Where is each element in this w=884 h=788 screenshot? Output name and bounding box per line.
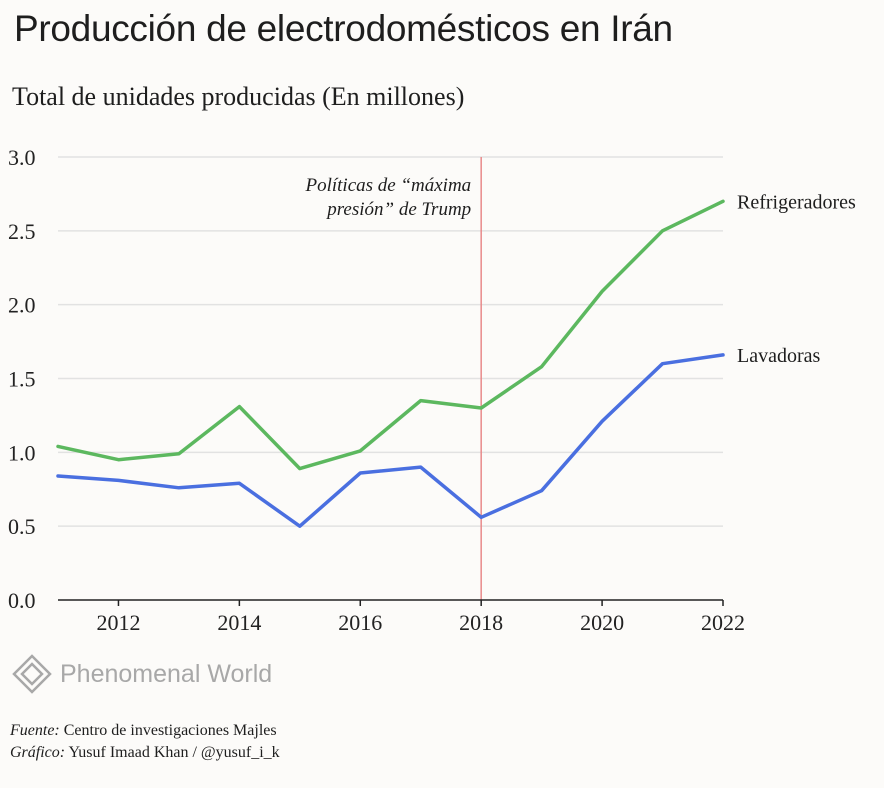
x-tick-label: 2018 (459, 610, 503, 635)
series-label-lavadoras: Lavadoras (737, 345, 821, 367)
annotation-text: Políticas de “máxima (304, 175, 471, 196)
y-tick-label: 0.0 (8, 588, 36, 613)
source-line: Fuente: Centro de investigaciones Majles (10, 722, 277, 740)
x-tick-label: 2014 (217, 610, 261, 635)
y-tick-label: 2.5 (8, 219, 36, 244)
logo: Phenomenal World (12, 654, 272, 694)
source-label: Fuente: (10, 722, 60, 739)
x-tick-label: 2012 (96, 610, 140, 635)
y-tick-label: 1.0 (8, 440, 36, 465)
y-tick-label: 1.5 (8, 367, 36, 392)
y-tick-label: 2.0 (8, 293, 36, 318)
x-tick-label: 2020 (580, 610, 624, 635)
grid-lines (58, 156, 723, 527)
credit-text: Yusuf Imaad Khan / @yusuf_i_k (65, 744, 280, 761)
x-tick-label: 2016 (338, 610, 382, 635)
annotation-group: Políticas de “máxima presión” de Trump (304, 157, 482, 600)
chart-subtitle: Total de unidades producidas (En millone… (12, 82, 465, 111)
credit-label: Gráfico: (10, 744, 66, 761)
series-label-refrigeradores: Refrigeradores (737, 191, 856, 213)
series-group: Refrigeradores Lavadoras (56, 191, 856, 528)
source-text: Centro de investigaciones Majles (59, 722, 277, 739)
logo-text: Phenomenal World (60, 659, 273, 688)
chart-title: Producción de electrodomésticos en Irán (14, 8, 673, 49)
line-chart: Políticas de “máxima presión” de Trump Re… (8, 145, 856, 635)
credit-line: Gráfico: Yusuf Imaad Khan / @yusuf_i_k (10, 744, 280, 762)
series-line-lavadoras (56, 353, 725, 528)
x-tick-label: 2022 (701, 610, 745, 635)
annotation-text: presión” de Trump (325, 199, 471, 220)
y-tick-label: 3.0 (8, 145, 36, 170)
y-tick-label: 0.5 (8, 514, 36, 539)
series-line-refrigeradores (56, 199, 725, 471)
diamond-icon (12, 654, 52, 694)
axes: 0.0 0.5 1.0 1.5 2.0 2.5 3.0 2012 2014 2016 2018 202… (8, 145, 745, 635)
